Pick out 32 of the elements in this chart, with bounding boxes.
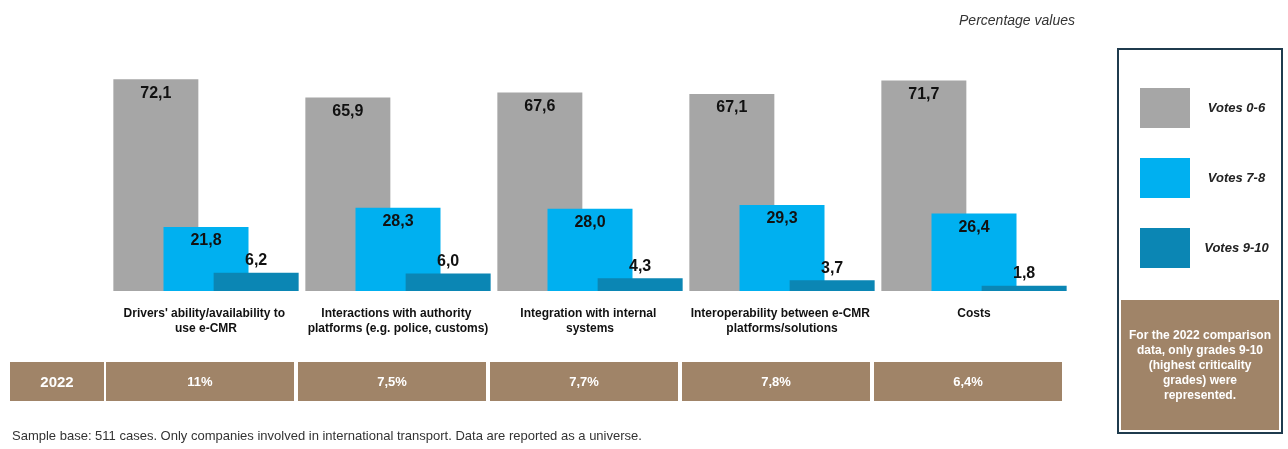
x-tick-label: Costs	[957, 305, 991, 320]
x-tick-label: Integration with internal systems	[520, 305, 660, 335]
data-label: 72,1	[140, 83, 172, 101]
x-tick-label: Interactions with authority platforms (e.g. police, customs)	[307, 305, 489, 335]
x-tick-label: Interoperability between e-CMR platforms/solutions	[690, 305, 874, 335]
data-label: 28,0	[574, 213, 606, 231]
data-label: 67,6	[524, 96, 556, 114]
data-label: 21,8	[190, 231, 222, 249]
text: 11%	[106, 362, 294, 401]
text: Votes 0-6	[1206, 100, 1267, 115]
data-label: 28,3	[382, 212, 414, 230]
text: 2022	[10, 362, 104, 401]
data-label: 26,4	[958, 217, 990, 235]
bar	[213, 272, 299, 291]
data-label: 65,9	[332, 101, 364, 119]
text: 7,8%	[682, 362, 870, 401]
text: For the 2022 comparison data, only grades 9-10 (highest criticality grades) were represented.	[1121, 300, 1279, 430]
chart-title: Percentage values	[959, 12, 1075, 28]
bar	[405, 273, 491, 291]
x-tick-label: Drivers' ability/availability to use e-CMR	[123, 305, 289, 335]
text: 7,5%	[298, 362, 486, 401]
bar	[789, 280, 875, 291]
data-label: 67,1	[716, 98, 748, 116]
text: 7,7%	[490, 362, 678, 401]
bar	[981, 285, 1067, 291]
bar	[597, 278, 683, 291]
text: Votes 7-8	[1206, 170, 1267, 185]
text: Votes 9-10	[1203, 240, 1270, 255]
data-label: 71,7	[908, 84, 940, 102]
text: Sample base: 511 cases. Only companies involved in international transport. Data are reported as a universe.	[12, 428, 642, 443]
data-label: 29,3	[766, 209, 798, 227]
text: 6,4%	[874, 362, 1062, 401]
